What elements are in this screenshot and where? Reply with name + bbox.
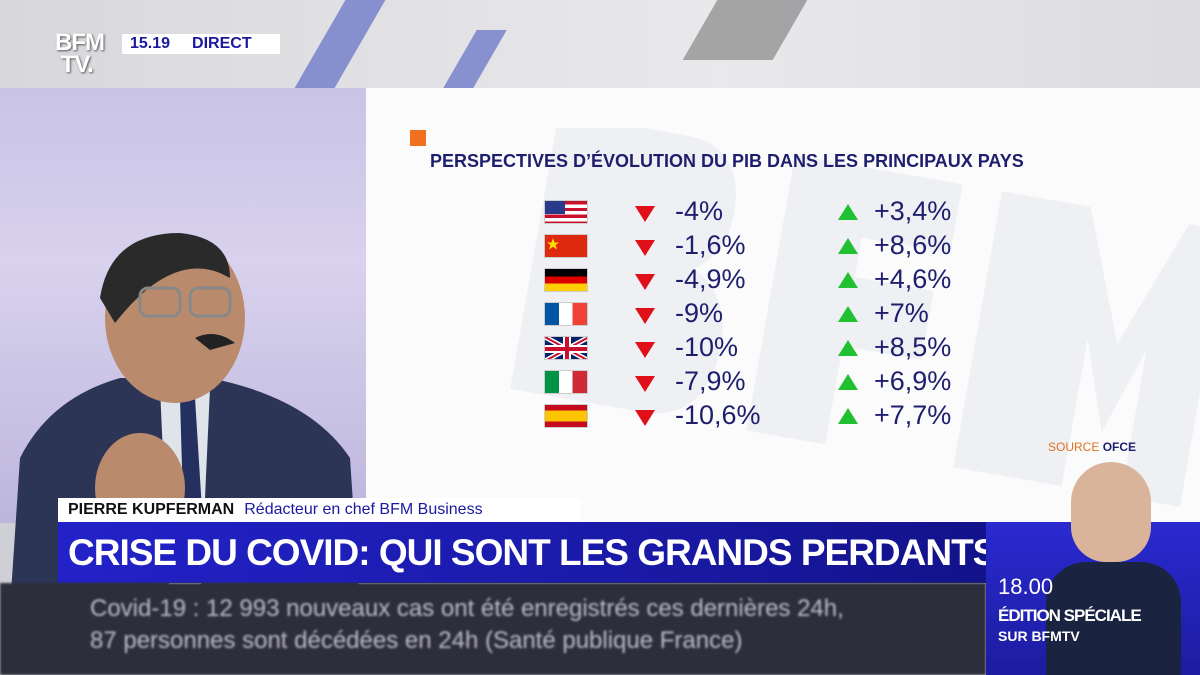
table-row: -10% +8,5% (544, 332, 994, 362)
promo-time: 18.00 (998, 574, 1054, 599)
germany-flag-icon (544, 268, 588, 292)
live-label: DIRECT (192, 35, 252, 52)
gdp-rebound-value: +8,6% (874, 230, 952, 260)
table-row: -10,6% +7,7% (544, 400, 994, 430)
speaker-role: Rédacteur en chef BFM Business (244, 501, 483, 518)
speaker-name: PIERRE KUPFERMAN (68, 501, 235, 518)
gdp-rebound-value: +6,9% (874, 366, 952, 396)
up-arrow-icon (838, 408, 858, 424)
china-flag-icon (544, 234, 588, 258)
gdp-rebound-value: +4,6% (874, 264, 952, 294)
source-label: SOURCE (1048, 440, 1100, 454)
table-row: -4,9% +4,6% (544, 264, 994, 294)
gdp-drop-value: -9% (675, 298, 724, 328)
ticker-line: 87 personnes sont décédées en 24h (Santé… (90, 627, 743, 654)
speaker-name-bar: PIERRE KUPFERMAN Rédacteur en chef BFM B… (58, 498, 580, 522)
gdp-drop-value: -10% (675, 332, 739, 362)
source-name: OFCE (1102, 440, 1137, 454)
decor-stripe (294, 0, 386, 88)
news-ticker: Covid-19 : 12 993 nouveaux cas ont été e… (0, 583, 986, 675)
down-arrow-icon (635, 376, 655, 392)
gdp-rebound-value: +8,5% (874, 332, 952, 362)
gdp-rebound-value: +3,4% (874, 196, 952, 226)
promo-portrait-face (1071, 462, 1151, 562)
orange-square-icon (410, 130, 426, 146)
gdp-drop-value: -10,6% (675, 400, 761, 430)
gdp-drop-value: -4% (675, 196, 724, 226)
gdp-rebound-value: +7,7% (874, 400, 952, 430)
italy-flag-icon (544, 370, 588, 394)
ticker-line: Covid-19 : 12 993 nouveaux cas ont été e… (90, 595, 844, 622)
gdp-rebound-value: +7% (874, 298, 929, 328)
up-arrow-icon (838, 204, 858, 220)
uk-flag-icon (544, 336, 588, 360)
table-row: -1,6% +8,6% (544, 230, 994, 260)
spain-flag-icon (544, 404, 588, 428)
down-arrow-icon (635, 410, 655, 426)
up-arrow-icon (838, 340, 858, 356)
clock-time: 15.19 (130, 35, 171, 52)
table-row: -7,9% +6,9% (544, 366, 994, 396)
up-arrow-icon (838, 374, 858, 390)
up-arrow-icon (838, 272, 858, 288)
promo-portrait (1046, 562, 1181, 675)
program-promo: 18.00 ÉDITION SPÉCIALE SUR BFMTV (986, 462, 1200, 675)
live-clock: 15.19 DIRECT (122, 34, 280, 54)
headline-banner: CRISE DU COVID: QUI SONT LES GRANDS PERD… (58, 522, 1028, 583)
gdp-drop-value: -7,9% (675, 366, 746, 396)
up-arrow-icon (838, 306, 858, 322)
promo-channel: SUR BFMTV (998, 628, 1080, 644)
france-flag-icon (544, 302, 588, 326)
studio-video (0, 88, 366, 608)
decor-stripe (682, 0, 808, 60)
up-arrow-icon (838, 238, 858, 254)
usa-flag-icon (544, 200, 588, 224)
graphic-title: PERSPECTIVES D’ÉVOLUTION DU PIB DANS LES… (430, 151, 1024, 171)
source-note: SOURCE OFCE (1048, 440, 1136, 454)
down-arrow-icon (635, 342, 655, 358)
down-arrow-icon (635, 240, 655, 256)
down-arrow-icon (635, 308, 655, 324)
gdp-drop-value: -4,9% (675, 264, 746, 294)
table-row: -9% +7% (544, 298, 994, 328)
down-arrow-icon (635, 274, 655, 290)
down-arrow-icon (635, 206, 655, 222)
decor-stripe (443, 30, 507, 88)
gdp-drop-value: -1,6% (675, 230, 746, 260)
table-row: -4% +3,4% (544, 196, 994, 226)
promo-title: ÉDITION SPÉCIALE (998, 606, 1142, 625)
bfmtv-logo: BFM TV. (55, 29, 105, 78)
